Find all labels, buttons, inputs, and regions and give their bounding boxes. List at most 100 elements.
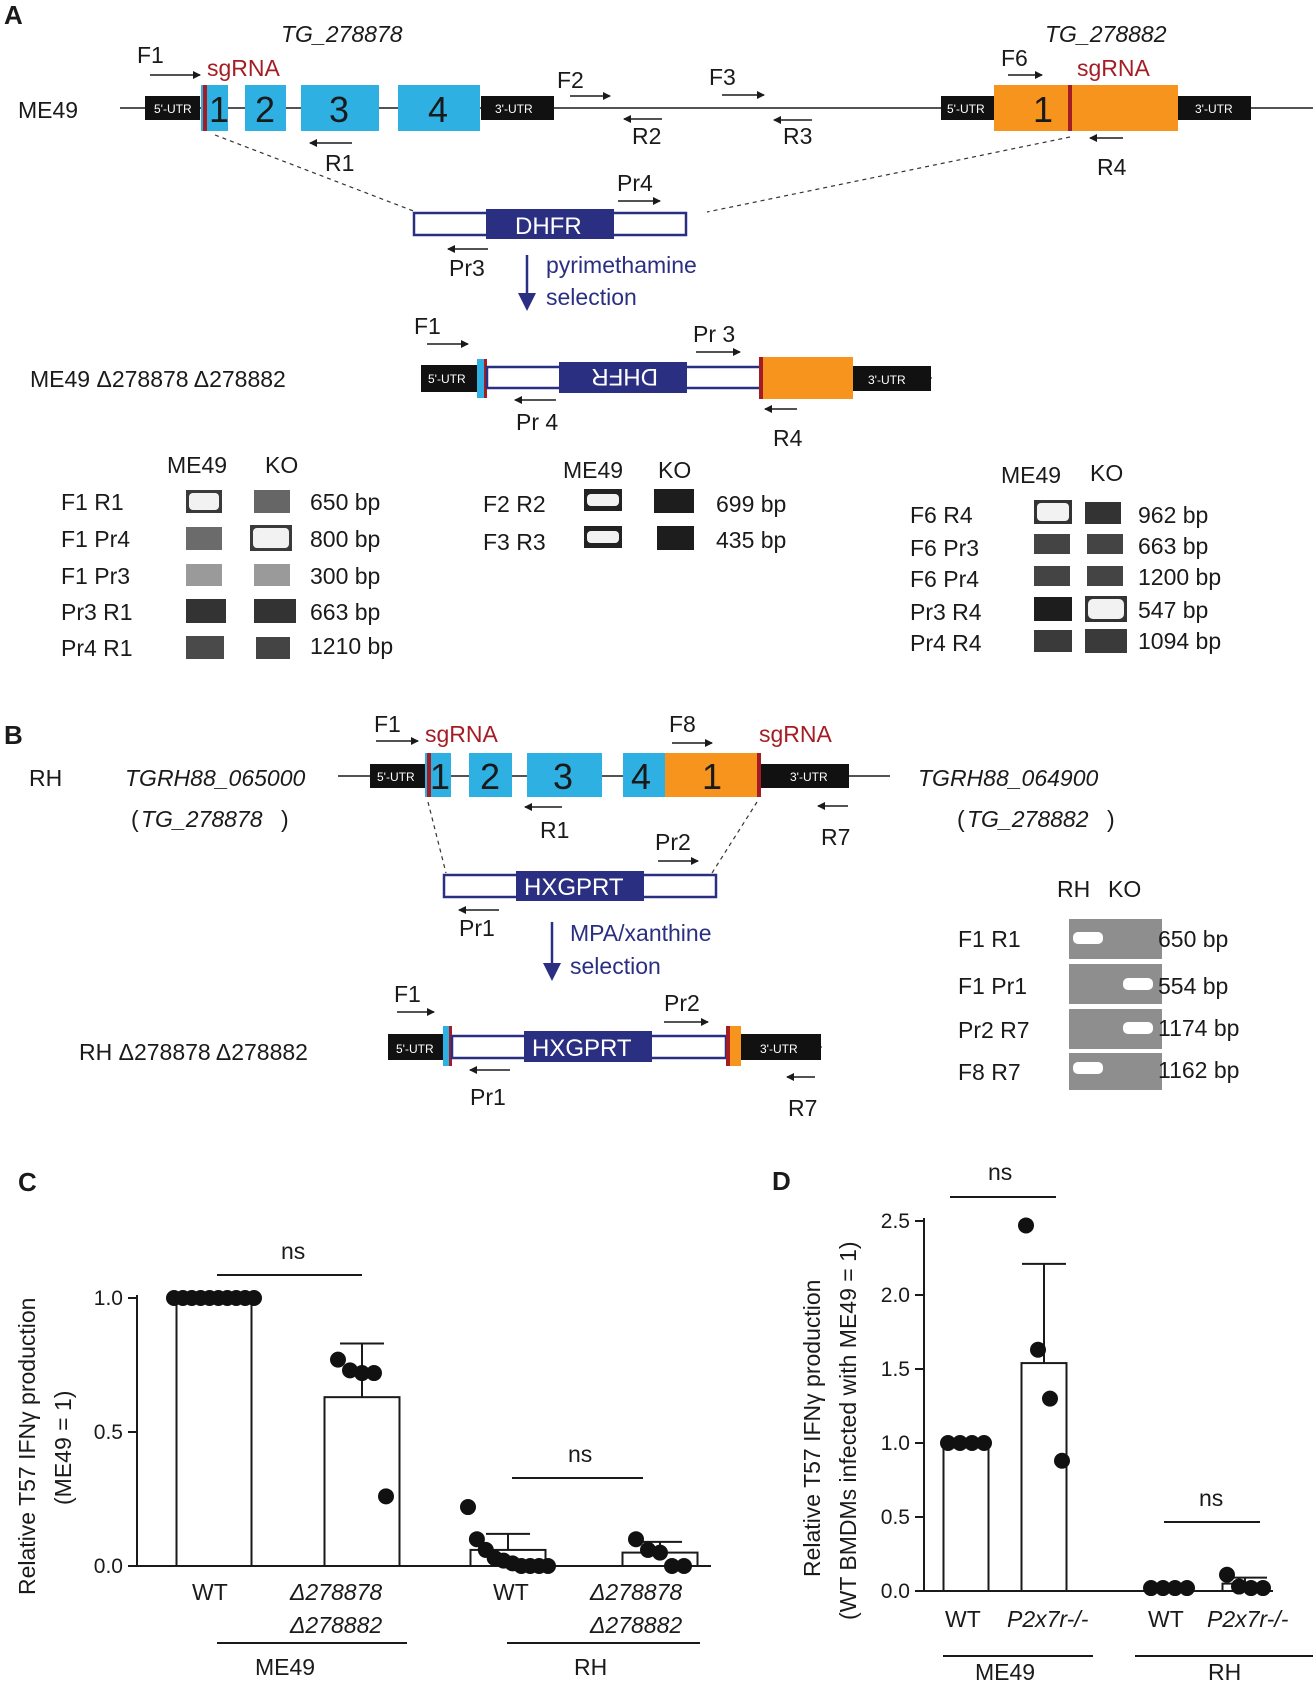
gel-band [186, 564, 222, 586]
utr3-box-2 [1178, 96, 1251, 120]
gel3-size: 663 bp [1138, 533, 1208, 559]
gel2-size: 435 bp [716, 527, 786, 553]
y-tick-label: 2.0 [881, 1284, 910, 1307]
d-xlabel-ko2: P2x7r-/- [1207, 1606, 1289, 1632]
rh-ko-hxgprt-box [524, 1031, 652, 1062]
data-point [468, 1531, 485, 1548]
gelb-size: 554 bp [1158, 973, 1228, 999]
gel-band [186, 636, 224, 659]
gel-band [256, 637, 290, 659]
rh-ko-primer-f1: F1 [394, 981, 421, 1007]
d-ns-1: ns [988, 1159, 1012, 1185]
c-xlabel-wt2: WT [493, 1579, 529, 1605]
panel-c-ylabel-2: (ME49 = 1) [50, 1391, 76, 1505]
d-xlabel-wt2: WT [1148, 1606, 1184, 1632]
data-point [366, 1365, 382, 1382]
exon-4 [398, 85, 480, 131]
d-ns-2: ns [1199, 1485, 1223, 1511]
rh-primer-r1: R1 [540, 817, 569, 843]
data-point [460, 1499, 476, 1516]
primer-f6: F6 [1001, 45, 1028, 71]
selection-line2: selection [546, 284, 637, 310]
data-point [676, 1558, 692, 1574]
primer-f1: F1 [137, 42, 164, 68]
panel-c-ylabel-1: Relative T57 IFNγ production [14, 1298, 40, 1595]
exon-1-num: 1 [209, 89, 229, 130]
ko-label-a: ME49 Δ278878 Δ278882 [30, 366, 286, 392]
gel-band [1087, 566, 1123, 586]
exon-3-num: 3 [329, 89, 349, 130]
panel-c: C Relative T57 IFNγ production (ME49 = 1… [14, 1167, 711, 1680]
ko-utr3 [853, 366, 931, 391]
d-group-me49: ME49 [975, 1659, 1035, 1681]
gene1-rh: TGRH88_065000 [125, 765, 305, 791]
bar [942, 1442, 990, 1592]
gel2-pair: F2 R2 [483, 491, 546, 517]
primer-f2: F2 [557, 67, 584, 93]
sgrna-label-1: sgRNA [207, 55, 281, 81]
rh-exon-4-num: 4 [631, 756, 651, 797]
utr5-label-2: 5'-UTR [947, 102, 985, 116]
utr5-box [145, 96, 200, 120]
rh-ko-utr5 [388, 1034, 443, 1060]
ko-utr5 [421, 365, 477, 392]
gel-band-bright [1123, 1022, 1153, 1034]
gel-band-bright [1073, 932, 1103, 944]
gel1-size: 300 bp [310, 563, 380, 589]
gel-band [254, 490, 290, 513]
gel1-pair: F1 R1 [61, 489, 124, 515]
gel-band-bright [253, 528, 289, 548]
paren-open-2: ( [957, 806, 965, 832]
rh-exon-orange [665, 753, 761, 797]
ko-primer-pr4: Pr 4 [516, 409, 558, 435]
exon-orange-num: 1 [1033, 89, 1053, 130]
gene2-alias: TG_278882 [967, 806, 1089, 832]
rh-ko-utr5-label: 5'-UTR [396, 1042, 434, 1056]
rh-exon-orange-num: 1 [702, 756, 722, 797]
data-point [976, 1435, 992, 1451]
data-point [330, 1351, 346, 1368]
rh-exon-2-num: 2 [480, 756, 500, 797]
ko-primer-pr3: Pr 3 [693, 321, 735, 347]
gel1-header-me49: ME49 [167, 452, 227, 478]
gel3-pair: F6 Pr3 [910, 535, 979, 561]
gene2-rh: TGRH88_064900 [918, 765, 1098, 791]
gel3-size: 547 bp [1138, 597, 1208, 623]
rh-primer-f8: F8 [669, 711, 696, 737]
d-xlabel-ko1: P2x7r-/- [1007, 1606, 1089, 1632]
c-group-me49: ME49 [255, 1654, 315, 1680]
gelb-pair: F1 R1 [958, 926, 1021, 952]
data-point [246, 1290, 262, 1306]
sgrna-cut-2 [1068, 85, 1072, 131]
y-tick-label: 0.5 [881, 1506, 910, 1529]
gel-band [1034, 566, 1070, 586]
data-point [1179, 1580, 1195, 1597]
c-xlabel-ko2a: Δ278878 [589, 1579, 682, 1605]
utr5-box-2 [941, 96, 994, 120]
gel-band [186, 527, 222, 550]
utr3-label-2: 3'-UTR [1195, 102, 1233, 116]
gel1-size: 650 bp [310, 489, 380, 515]
panel-d-ylabel-2: (WT BMDMs infected with ME49 = 1) [835, 1241, 861, 1620]
y-tick-label: 1.5 [881, 1358, 910, 1381]
gel1-header-ko: KO [265, 452, 298, 478]
rh-primer-pr1: Pr1 [459, 915, 495, 941]
gel-band [1085, 629, 1127, 653]
data-point [1219, 1566, 1235, 1583]
bar [323, 1396, 401, 1568]
rh-selection-line2: selection [570, 953, 661, 979]
rh-exon-2 [469, 753, 512, 797]
rh-exon-3-num: 3 [553, 756, 573, 797]
y-tick-label: 0.0 [881, 1580, 910, 1603]
gel-panel-a1: ME49 KO F1 R1 650 bp F1 Pr4 800 bp F1 Pr… [61, 452, 393, 661]
primer-r1: R1 [325, 150, 354, 176]
gene2-label: TG_278882 [1045, 21, 1167, 47]
gel1-pair: F1 Pr3 [61, 563, 130, 589]
rh-primer-f1: F1 [374, 711, 401, 737]
primer-r4: R4 [1097, 154, 1127, 180]
primer-f3: F3 [709, 64, 736, 90]
panel-d: D Relative T57 IFNγ production (WT BMDMs… [772, 1159, 1313, 1681]
y-tick-label: 0.0 [94, 1555, 123, 1578]
gel3-pair: F6 Pr4 [910, 566, 979, 592]
